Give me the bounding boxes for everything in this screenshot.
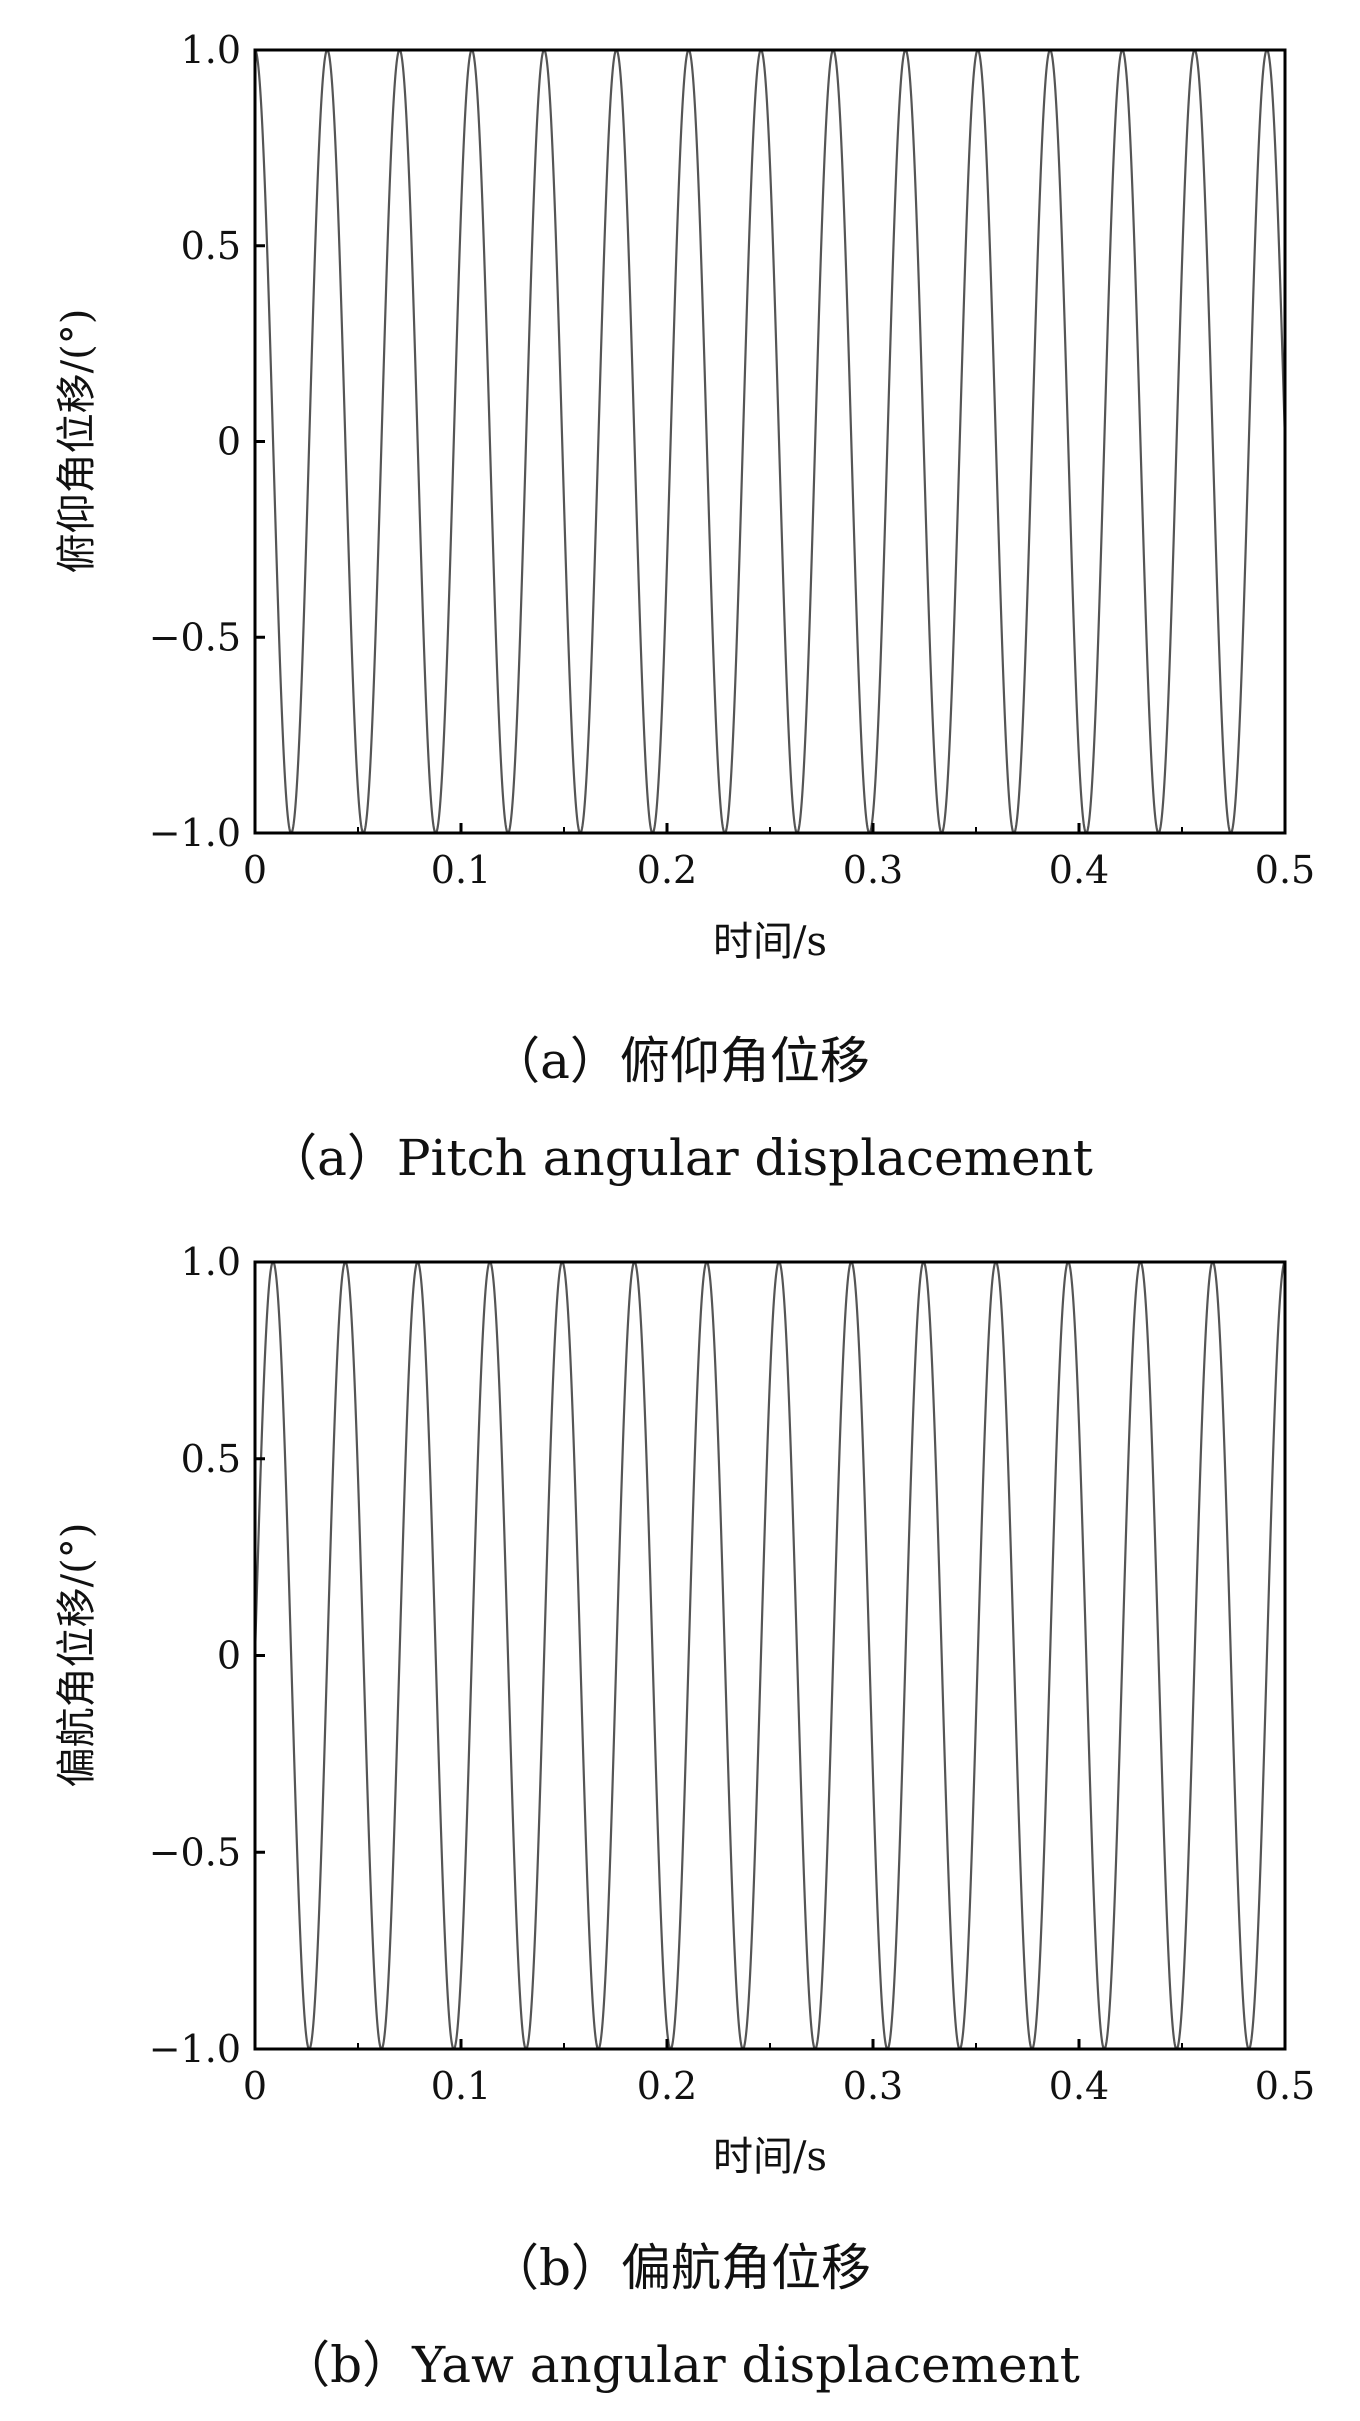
x-tick-label: 0.2	[637, 2064, 697, 2108]
caption-cn: （a）俯仰角位移	[490, 1032, 870, 1090]
x-tick-label: 0.4	[1049, 2064, 1109, 2108]
y-axis-label: 偏航角位移/(°)	[54, 1523, 100, 1788]
caption-cn: （b）偏航角位移	[489, 2239, 871, 2297]
y-tick-label: 0.5	[181, 1437, 241, 1481]
x-tick-label: 0.2	[637, 848, 697, 892]
x-tick-label: 0.1	[431, 2064, 491, 2108]
x-tick-label: 0.1	[431, 848, 491, 892]
y-tick-label: −1.0	[149, 2027, 241, 2071]
x-tick-label: 0.3	[843, 848, 903, 892]
x-tick-label: 0	[243, 848, 267, 892]
y-tick-label: −0.5	[149, 1830, 241, 1874]
y-tick-label: 1.0	[181, 28, 241, 72]
y-tick-label: 0	[217, 420, 241, 464]
chart-panel-yaw: 1.0 0.5 0 −0.5 −1.0 0 0.1 0.2 0.3 0.4 0.5 偏航角位移/(…	[54, 1240, 1315, 2394]
y-tick-label: 1.0	[181, 1240, 241, 1284]
x-tick-label: 0.4	[1049, 848, 1109, 892]
series-line-0	[253, 1260, 1286, 2051]
x-axis-label: 时间/s	[713, 2134, 827, 2180]
x-tick-label: 0.5	[1255, 848, 1315, 892]
series-line-0	[254, 48, 1287, 835]
y-tick-label: 0.5	[181, 224, 241, 268]
chart-panel-pitch: 1.0 0.5 0 −0.5 −1.0 0 0.1 0.2 0.3 0.4 0.5 俯仰角位移/(…	[54, 28, 1315, 1187]
y-tick-label: 0	[217, 1634, 241, 1678]
x-tick-label: 0	[243, 2064, 267, 2108]
caption-en: （b）Yaw angular displacement	[280, 2336, 1080, 2394]
y-tick-label: −0.5	[149, 615, 241, 659]
x-tick-label: 0.3	[843, 2064, 903, 2108]
caption-en: （a）Pitch angular displacement	[267, 1129, 1093, 1187]
x-tick-label: 0.5	[1255, 2064, 1315, 2108]
x-axis-label: 时间/s	[713, 919, 827, 965]
y-tick-label: −1.0	[149, 811, 241, 855]
y-axis-label: 俯仰角位移/(°)	[54, 309, 100, 574]
